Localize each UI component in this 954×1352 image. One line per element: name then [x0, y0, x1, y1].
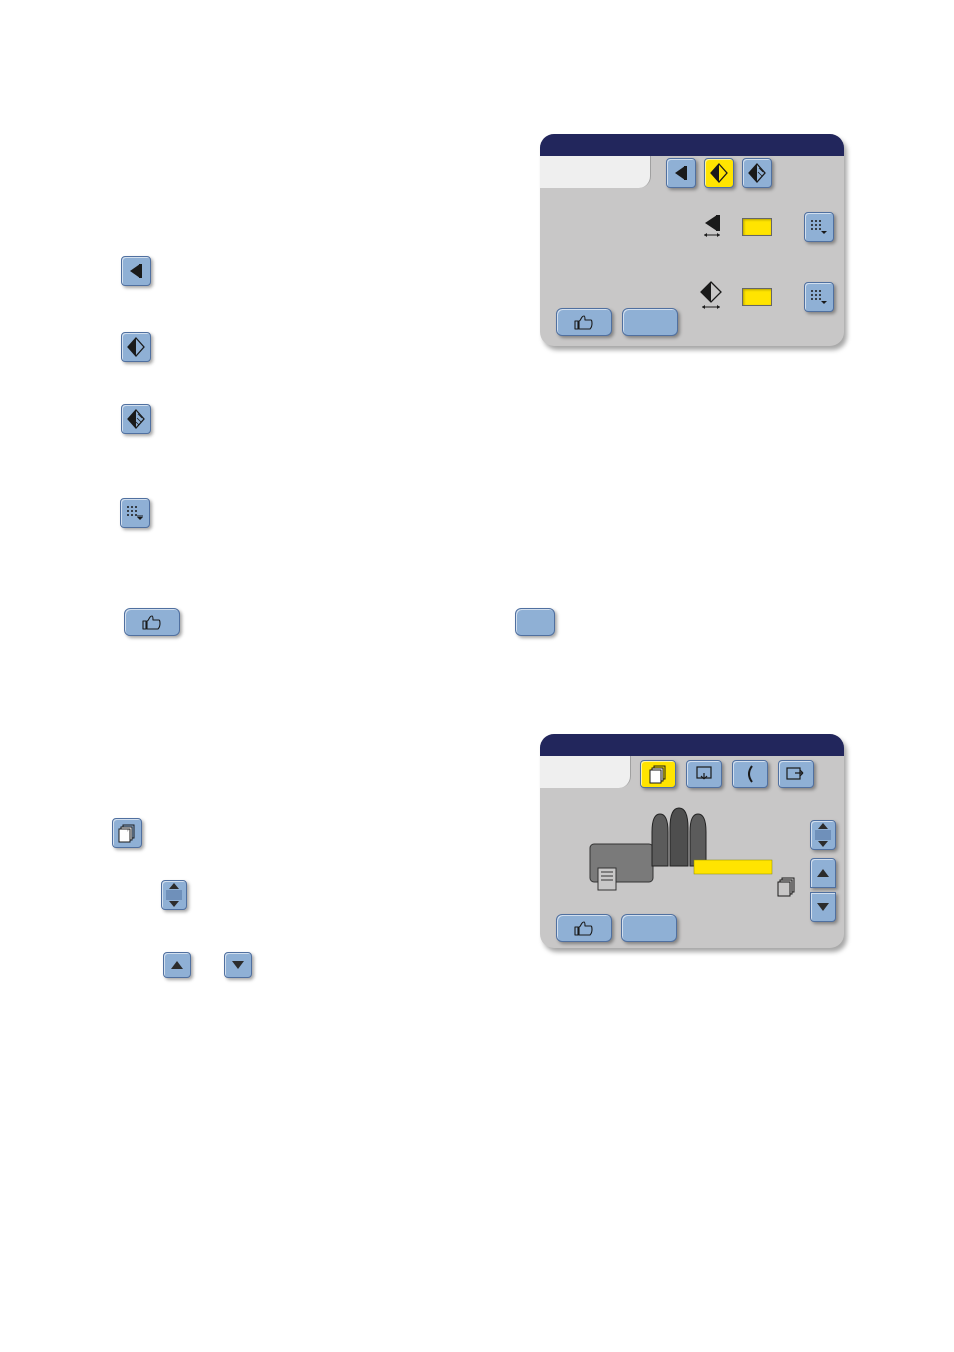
- dotted-arrow-icon: [125, 504, 145, 522]
- dotted-arrow-icon[interactable]: [120, 498, 150, 528]
- diamond-split-icon: [709, 163, 729, 183]
- pages-stack-icon: [116, 823, 138, 843]
- output-paren-button[interactable]: [732, 760, 768, 788]
- output-page-down-button[interactable]: [686, 760, 722, 788]
- panel-header: [540, 734, 844, 756]
- panel2-small-updown-button[interactable]: [810, 820, 836, 850]
- arrow-left-solid-icon: [672, 164, 690, 182]
- paren-icon: [743, 764, 757, 784]
- panel-tab: [540, 756, 631, 788]
- arrow-left-solid-icon[interactable]: [121, 256, 151, 286]
- divider: [166, 890, 183, 899]
- up-arrow-icon: [168, 881, 180, 890]
- down-arrow-icon: [168, 900, 180, 909]
- up-arrow-icon: [816, 868, 830, 878]
- panel2-big-up-button[interactable]: [810, 858, 836, 888]
- output-pages-button[interactable]: [640, 760, 676, 788]
- dotted-arrow-icon: [809, 288, 829, 306]
- up-arrow-icon: [817, 821, 829, 830]
- page-down-icon: [694, 765, 714, 783]
- pages-stack-icon[interactable]: [112, 818, 142, 848]
- panel1-thumbs-button[interactable]: [556, 308, 612, 336]
- panel-header: [540, 134, 844, 156]
- down-arrow-icon: [817, 840, 829, 849]
- down-arrow-icon: [231, 960, 245, 970]
- row-b-edit-button[interactable]: [804, 282, 834, 312]
- thumbs-up-button[interactable]: [124, 608, 180, 636]
- device-illustration: [574, 804, 794, 904]
- up-arrow-button[interactable]: [163, 952, 191, 978]
- mode-arrow-left-button[interactable]: [666, 158, 696, 188]
- mode-diamond-hatched-button[interactable]: [742, 158, 772, 188]
- dotted-arrow-icon: [809, 218, 829, 236]
- diamond-split-icon[interactable]: [121, 332, 151, 362]
- panel1-blank-button[interactable]: [622, 308, 678, 336]
- blank-button[interactable]: [515, 608, 555, 636]
- up-down-small-button[interactable]: [161, 880, 187, 910]
- down-arrow-icon: [816, 902, 830, 912]
- pages-label-icon: [773, 874, 799, 900]
- diamond-hatched-icon: [126, 409, 146, 429]
- diamond-hatched-icon: [747, 163, 767, 183]
- mode-diamond-split-button[interactable]: [704, 158, 734, 188]
- row-a-label-icon: [698, 212, 726, 240]
- arrow-left-solid-icon: [127, 262, 145, 280]
- pages-stack-icon: [647, 764, 669, 784]
- panel2-blank-button[interactable]: [621, 914, 677, 942]
- thumbs-up-icon: [573, 313, 595, 331]
- panel2-thumbs-button[interactable]: [556, 914, 612, 942]
- row-b-label-icon: [698, 280, 726, 312]
- thumbs-up-icon: [573, 919, 595, 937]
- row-b-swatch: [742, 288, 772, 306]
- diamond-hatched-icon[interactable]: [121, 404, 151, 434]
- page-right-icon: [785, 765, 807, 783]
- diamond-split-icon: [126, 337, 146, 357]
- thumbs-up-icon: [141, 613, 163, 631]
- up-arrow-icon: [170, 960, 184, 970]
- panel2-big-down-button[interactable]: [810, 892, 836, 922]
- down-arrow-button[interactable]: [224, 952, 252, 978]
- panel-tab: [540, 156, 651, 188]
- output-page-right-button[interactable]: [778, 760, 814, 788]
- row-a-edit-button[interactable]: [804, 212, 834, 242]
- divider: [815, 830, 832, 839]
- row-a-swatch: [742, 218, 772, 236]
